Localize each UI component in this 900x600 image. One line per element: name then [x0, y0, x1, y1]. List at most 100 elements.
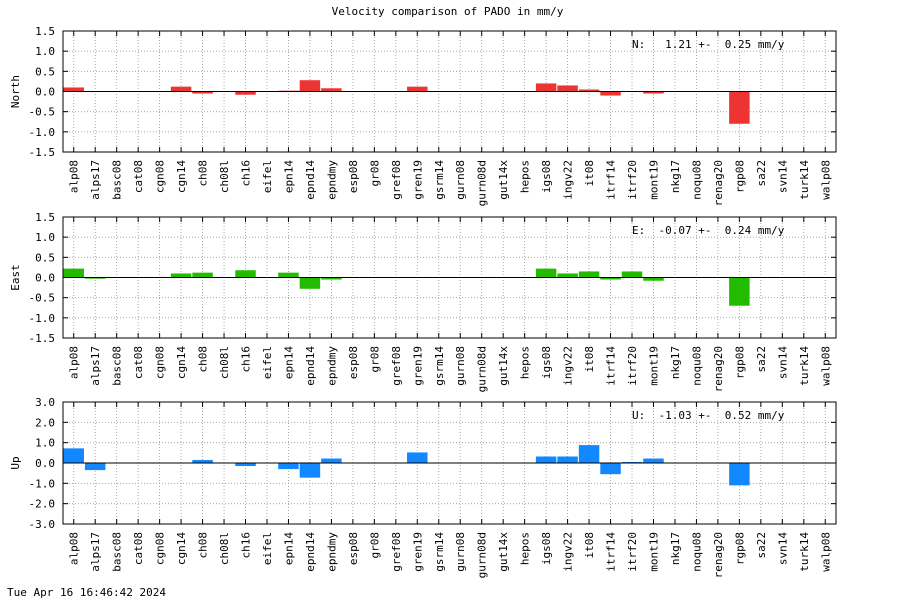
x-tick-label: gsrm14	[433, 160, 446, 200]
y-tick-label: -1.5	[29, 146, 56, 159]
x-tick-label: renag20	[712, 160, 725, 206]
x-tick-label: itrf20	[626, 160, 639, 200]
x-tick-label: basc08	[111, 346, 124, 386]
bar-alp08	[63, 87, 84, 92]
x-tick-label: gren19	[411, 532, 424, 572]
x-tick-label: rgp08	[733, 532, 746, 565]
y-tick-label: 0.0	[35, 86, 55, 99]
x-tick-label: turk14	[798, 346, 811, 386]
x-tick-label: walp08	[819, 532, 832, 572]
bar-epndmy	[321, 458, 342, 463]
x-tick-label: hepos	[519, 532, 532, 565]
x-tick-label: itrf20	[626, 532, 639, 572]
x-tick-label: gref08	[390, 160, 403, 200]
x-tick-label: gurn08d	[476, 532, 489, 578]
x-tick-label: ingv22	[562, 532, 575, 572]
x-tick-label: noqu08	[690, 532, 703, 572]
x-tick-label: rgp08	[733, 160, 746, 193]
x-tick-label: gren19	[411, 346, 424, 386]
x-tick-label: epndmy	[325, 160, 338, 200]
x-tick-label: renag20	[712, 346, 725, 392]
x-tick-label: gurn08d	[476, 346, 489, 392]
x-tick-label: gsrm14	[433, 346, 446, 386]
x-tick-label: epnd14	[304, 160, 317, 200]
stat-label: U: -1.03 +- 0.52 mm/y	[632, 409, 785, 422]
y-tick-label: 0.5	[35, 65, 55, 78]
x-tick-label: it08	[583, 160, 596, 187]
x-tick-label: cat08	[132, 346, 145, 379]
x-tick-label: nkg17	[669, 346, 682, 379]
x-tick-label: gurn08d	[476, 160, 489, 206]
bar-cgn14	[170, 86, 192, 92]
x-tick-label: renag20	[712, 532, 725, 578]
bar-ch08	[192, 91, 213, 94]
x-tick-label: gsrm14	[433, 532, 446, 572]
bar-it08	[578, 89, 600, 92]
bar-ch08	[192, 459, 213, 463]
plot-frame	[62, 216, 837, 339]
x-tick-label: sa22	[755, 346, 768, 373]
bar-ingv22	[557, 456, 578, 463]
x-tick-label: epndmy	[325, 346, 338, 386]
bar-it08	[578, 271, 600, 278]
x-tick-label: ch16	[240, 346, 253, 373]
stat-label: N: 1.21 +- 0.25 mm/y	[632, 38, 785, 51]
x-tick-label: eifel	[261, 160, 274, 193]
bar-epnd14	[299, 80, 321, 92]
x-tick-label: gurn08	[454, 160, 467, 200]
y-tick-label: 1.5	[35, 25, 55, 38]
x-tick-label: alp08	[68, 160, 81, 193]
x-tick-label: mont19	[647, 160, 660, 200]
x-tick-label: gurn08	[454, 346, 467, 386]
x-tick-label: ch16	[240, 532, 253, 559]
x-tick-label: basc08	[111, 532, 124, 572]
bar-cgn14	[170, 273, 192, 278]
y-tick-label: -3.0	[29, 518, 56, 531]
bar-itrf14	[600, 91, 621, 96]
x-tick-label: it08	[583, 346, 596, 373]
y-tick-label: 1.0	[35, 231, 55, 244]
bar-itrf14	[600, 277, 621, 280]
x-tick-label: alps17	[89, 160, 102, 200]
x-tick-label: ch08	[197, 160, 210, 187]
x-tick-label: noqu08	[690, 346, 703, 386]
x-tick-label: it08	[583, 532, 596, 559]
bar-alp08	[63, 268, 84, 278]
x-tick-label: epnd14	[304, 532, 317, 572]
x-tick-label: nkg17	[669, 532, 682, 565]
bar-ingv22	[557, 273, 578, 278]
x-tick-label: walp08	[819, 160, 832, 200]
bar-mont19	[643, 91, 664, 94]
x-tick-label: svn14	[776, 346, 789, 379]
x-tick-label: gr08	[368, 346, 381, 373]
x-tick-label: alps17	[89, 532, 102, 572]
x-tick-label: gref08	[390, 532, 403, 572]
x-tick-label: rgp08	[733, 346, 746, 379]
bar-gren19	[407, 452, 428, 463]
bar-ch16	[235, 463, 256, 467]
y-tick-label: -1.0	[29, 477, 56, 490]
x-tick-label: cgn14	[175, 160, 188, 193]
x-tick-label: svn14	[776, 160, 789, 193]
bar-igs08	[535, 268, 557, 278]
x-tick-label: ch08l	[218, 532, 231, 565]
x-tick-label: cgn08	[154, 346, 167, 379]
y-tick-label: 3.0	[35, 396, 55, 409]
bar-ch16	[235, 91, 256, 95]
x-tick-label: turk14	[798, 160, 811, 200]
x-tick-label: epn14	[282, 532, 295, 565]
y-tick-label: -1.0	[29, 312, 56, 325]
y-tick-label: -2.0	[29, 498, 56, 511]
stat-label: E: -0.07 +- 0.24 mm/y	[632, 224, 785, 237]
x-tick-label: cgn08	[154, 160, 167, 193]
x-tick-label: gren19	[411, 160, 424, 200]
bar-itrf20	[621, 271, 643, 278]
x-tick-label: cgn08	[154, 532, 167, 565]
bar-epndmy	[321, 277, 342, 280]
x-tick-label: hepos	[519, 160, 532, 193]
x-tick-label: itrf14	[605, 160, 618, 200]
y-axis-label: North	[9, 75, 22, 108]
x-tick-label: svn14	[776, 532, 789, 565]
y-axis-label: Up	[9, 456, 22, 469]
x-tick-label: itrf14	[605, 532, 618, 572]
